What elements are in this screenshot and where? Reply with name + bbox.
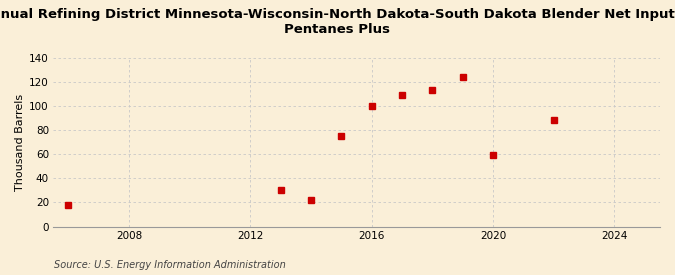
Text: Annual Refining District Minnesota-Wisconsin-North Dakota-South Dakota Blender N: Annual Refining District Minnesota-Wisco… — [0, 8, 675, 36]
Text: Source: U.S. Energy Information Administration: Source: U.S. Energy Information Administ… — [54, 260, 286, 270]
Y-axis label: Thousand Barrels: Thousand Barrels — [15, 94, 25, 191]
